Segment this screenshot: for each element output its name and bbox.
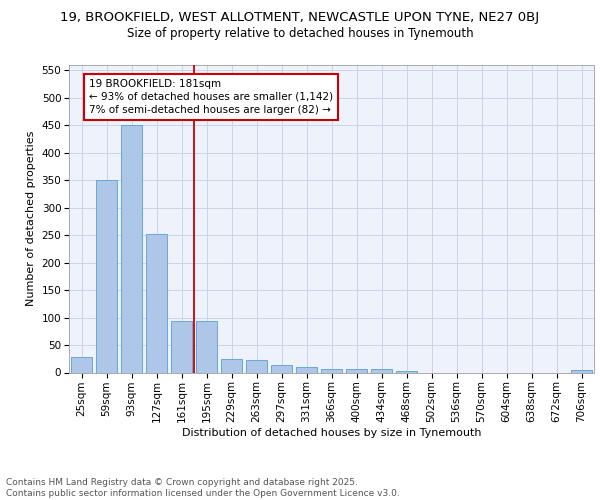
Bar — [146, 234, 167, 372]
Bar — [271, 365, 292, 372]
Bar — [171, 322, 192, 372]
X-axis label: Distribution of detached houses by size in Tynemouth: Distribution of detached houses by size … — [182, 428, 481, 438]
Bar — [196, 322, 217, 372]
Y-axis label: Number of detached properties: Number of detached properties — [26, 131, 36, 306]
Bar — [396, 371, 417, 372]
Text: Size of property relative to detached houses in Tynemouth: Size of property relative to detached ho… — [127, 28, 473, 40]
Text: Contains HM Land Registry data © Crown copyright and database right 2025.
Contai: Contains HM Land Registry data © Crown c… — [6, 478, 400, 498]
Bar — [571, 370, 592, 372]
Bar — [246, 360, 267, 372]
Bar — [221, 359, 242, 372]
Text: 19, BROOKFIELD, WEST ALLOTMENT, NEWCASTLE UPON TYNE, NE27 0BJ: 19, BROOKFIELD, WEST ALLOTMENT, NEWCASTL… — [61, 11, 539, 24]
Text: 19 BROOKFIELD: 181sqm
← 93% of detached houses are smaller (1,142)
7% of semi-de: 19 BROOKFIELD: 181sqm ← 93% of detached … — [89, 78, 333, 115]
Bar — [296, 367, 317, 372]
Bar — [321, 368, 342, 372]
Bar — [71, 357, 92, 372]
Bar — [121, 126, 142, 372]
Bar — [96, 180, 117, 372]
Bar — [346, 369, 367, 372]
Bar — [371, 369, 392, 372]
